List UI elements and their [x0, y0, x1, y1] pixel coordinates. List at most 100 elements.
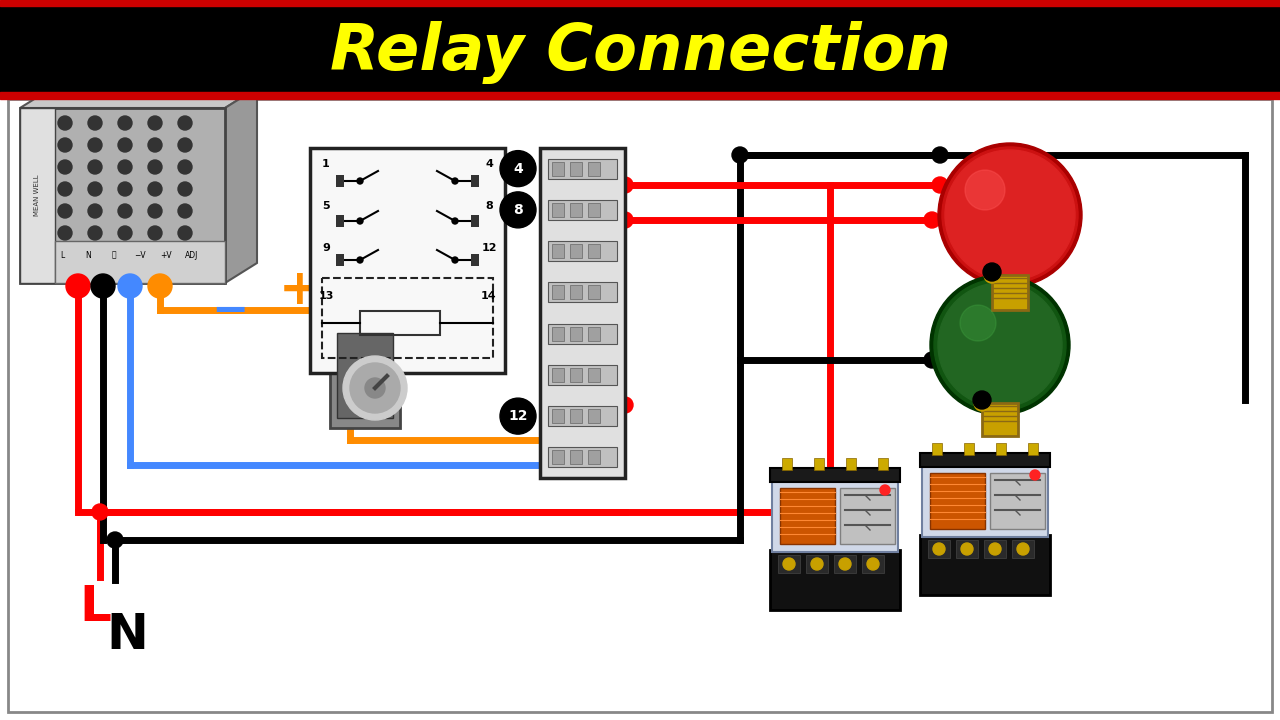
Bar	[471, 254, 479, 266]
Circle shape	[88, 226, 102, 240]
Bar	[570, 409, 582, 423]
Circle shape	[545, 430, 564, 450]
Circle shape	[58, 182, 72, 196]
Bar	[552, 327, 564, 341]
Circle shape	[118, 116, 132, 130]
Bar	[552, 285, 564, 300]
Text: 9: 9	[323, 243, 330, 253]
Bar	[540, 148, 625, 478]
Circle shape	[965, 170, 1005, 210]
Text: L: L	[79, 583, 111, 631]
Circle shape	[92, 504, 108, 520]
Circle shape	[452, 178, 458, 184]
Circle shape	[931, 275, 1070, 415]
Bar	[330, 328, 399, 428]
Text: 12: 12	[481, 243, 497, 253]
Bar	[956, 540, 978, 558]
Text: N: N	[106, 611, 148, 659]
Polygon shape	[20, 88, 257, 108]
Circle shape	[58, 204, 72, 218]
Bar	[840, 488, 895, 544]
Circle shape	[989, 543, 1001, 555]
Text: 1: 1	[323, 159, 330, 169]
Bar	[570, 368, 582, 382]
Bar	[552, 161, 564, 176]
Bar	[846, 458, 856, 470]
Bar	[996, 443, 1006, 455]
Circle shape	[108, 532, 123, 548]
Bar	[570, 161, 582, 176]
Bar	[588, 409, 600, 423]
Circle shape	[867, 558, 879, 570]
Circle shape	[148, 226, 163, 240]
Circle shape	[118, 182, 132, 196]
Text: +: +	[279, 266, 321, 314]
Circle shape	[118, 204, 132, 218]
Circle shape	[812, 558, 823, 570]
Circle shape	[617, 177, 634, 193]
Circle shape	[88, 138, 102, 152]
Text: +V: +V	[160, 251, 172, 259]
Circle shape	[938, 143, 1082, 287]
Bar	[335, 215, 344, 227]
Bar	[0, 92, 1280, 99]
Bar	[552, 368, 564, 382]
Circle shape	[500, 398, 536, 434]
Circle shape	[1030, 470, 1039, 480]
Text: 14: 14	[481, 291, 497, 301]
Circle shape	[340, 300, 360, 320]
Bar	[588, 161, 600, 176]
Circle shape	[838, 558, 851, 570]
Bar	[982, 403, 1018, 436]
Circle shape	[91, 274, 115, 298]
Text: ADJ: ADJ	[186, 251, 198, 259]
Bar	[588, 327, 600, 341]
Circle shape	[973, 391, 991, 409]
Circle shape	[178, 160, 192, 174]
Bar	[989, 473, 1044, 529]
Bar	[471, 215, 479, 227]
Circle shape	[934, 279, 1066, 411]
Circle shape	[178, 138, 192, 152]
Circle shape	[58, 226, 72, 240]
Bar	[992, 275, 1028, 310]
Bar	[552, 203, 564, 217]
Circle shape	[148, 160, 163, 174]
Bar	[782, 458, 792, 470]
Circle shape	[148, 182, 163, 196]
Bar	[772, 480, 899, 552]
Circle shape	[148, 274, 172, 298]
Bar	[55, 241, 225, 283]
Circle shape	[178, 182, 192, 196]
Circle shape	[148, 116, 163, 130]
Bar	[922, 465, 1048, 537]
Bar	[471, 175, 479, 187]
Circle shape	[118, 226, 132, 240]
Circle shape	[945, 150, 1075, 280]
Circle shape	[783, 558, 795, 570]
Circle shape	[340, 388, 360, 408]
Circle shape	[343, 356, 407, 420]
Circle shape	[148, 204, 163, 218]
Bar	[335, 175, 344, 187]
Text: −V: −V	[134, 251, 146, 259]
Bar	[310, 148, 506, 373]
Bar	[548, 365, 617, 385]
Bar	[588, 244, 600, 258]
Bar	[861, 555, 884, 573]
Bar	[548, 323, 617, 343]
Bar	[588, 203, 600, 217]
Circle shape	[178, 226, 192, 240]
Circle shape	[564, 455, 585, 475]
Polygon shape	[225, 88, 257, 283]
Text: −: −	[211, 289, 248, 331]
Circle shape	[58, 138, 72, 152]
Circle shape	[732, 147, 748, 163]
Text: 5: 5	[323, 201, 330, 211]
Bar	[20, 108, 55, 283]
Text: 13: 13	[319, 291, 334, 301]
Circle shape	[932, 147, 948, 163]
Circle shape	[178, 204, 192, 218]
Circle shape	[974, 395, 989, 411]
Circle shape	[1018, 543, 1029, 555]
